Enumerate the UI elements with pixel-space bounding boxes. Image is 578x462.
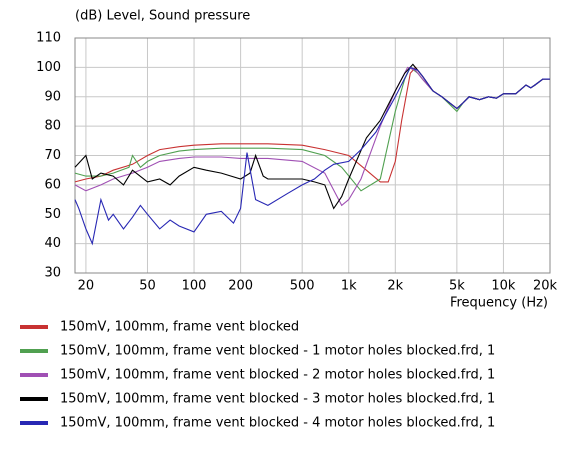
y-tick-label: 80 [44,119,61,134]
y-tick-label: 50 [44,207,61,222]
x-axis-label: Frequency (Hz) [450,296,548,311]
x-tick-label: 200 [228,279,253,294]
legend-label: 150mV, 100mm, frame vent blocked - 2 mot… [60,368,495,383]
y-tick-label: 30 [44,266,61,281]
x-tick-label: 5k [449,279,465,294]
x-tick-label: 100 [182,279,207,294]
y-tick-label: 100 [36,60,61,75]
x-tick-label: 1k [341,279,357,294]
legend-label: 150mV, 100mm, frame vent blocked [60,320,299,335]
legend-label: 150mV, 100mm, frame vent blocked - 1 mot… [60,344,495,359]
x-tick-label: 10k [491,279,516,294]
y-tick-label: 40 [44,236,61,251]
chart-title: (dB) Level, Sound pressure [75,9,250,24]
plot-border [74,37,551,274]
x-tick-label: 20 [78,279,95,294]
legend-label: 150mV, 100mm, frame vent blocked - 3 mot… [60,392,495,407]
y-tick-label: 60 [44,177,61,192]
x-tick-label: 50 [139,279,156,294]
series-line [74,66,550,246]
y-tick-label: 90 [44,89,61,104]
x-tick-label: 20k [533,279,558,294]
x-tick-label: 500 [290,279,315,294]
y-tick-label: 110 [36,31,61,46]
legend-label: 150mV, 100mm, frame vent blocked - 4 mot… [60,416,495,431]
y-tick-label: 70 [44,148,61,163]
x-tick-label: 2k [387,279,403,294]
